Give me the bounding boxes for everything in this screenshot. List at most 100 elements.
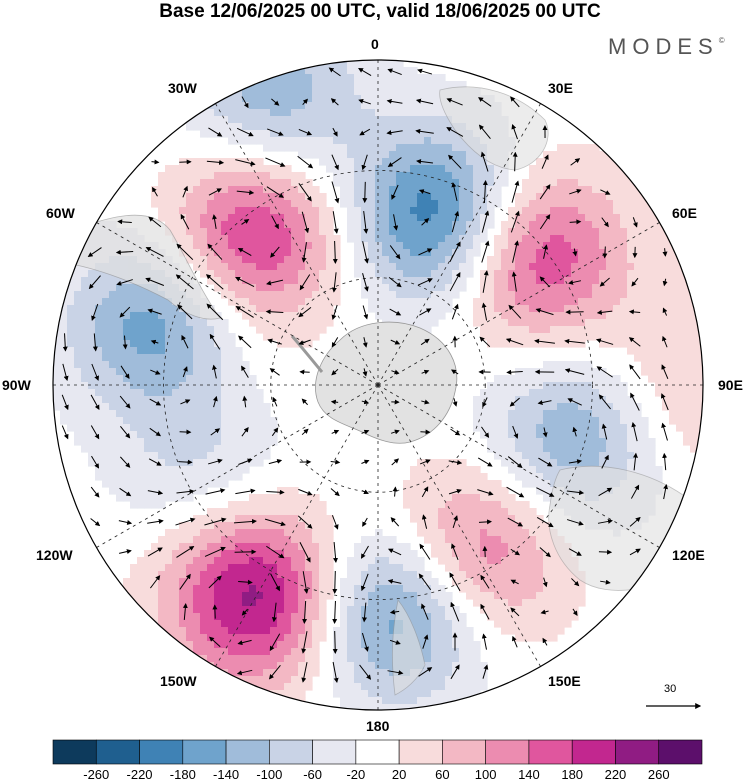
field-cell — [459, 200, 467, 208]
field-cell — [312, 641, 320, 649]
field-cell — [193, 410, 201, 418]
field-cell — [382, 613, 390, 621]
field-cell — [179, 571, 187, 579]
field-cell — [501, 326, 509, 334]
field-cell — [228, 403, 236, 411]
field-cell — [144, 410, 152, 418]
field-cell — [431, 312, 439, 320]
field-cell — [102, 375, 110, 383]
field-cell — [690, 361, 698, 369]
field-cell — [396, 578, 404, 586]
field-cell — [655, 228, 663, 236]
field-cell — [676, 340, 684, 348]
field-cell — [466, 655, 474, 663]
field-cell — [263, 200, 271, 208]
field-cell — [186, 256, 194, 264]
field-cell — [74, 417, 82, 425]
field-cell — [200, 214, 208, 222]
field-cell — [172, 452, 180, 460]
field-cell — [494, 424, 502, 432]
field-cell — [529, 235, 537, 243]
field-cell — [277, 235, 285, 243]
field-cell — [305, 578, 313, 586]
field-cell — [508, 459, 516, 467]
field-cell — [494, 375, 502, 383]
field-cell — [683, 354, 691, 362]
field-cell — [326, 298, 334, 306]
field-cell — [445, 480, 453, 488]
field-cell — [368, 277, 376, 285]
field-cell — [571, 151, 579, 159]
field-cell — [347, 221, 355, 229]
field-cell — [116, 459, 124, 467]
field-cell — [270, 529, 278, 537]
field-cell — [305, 116, 313, 124]
field-cell — [214, 200, 222, 208]
field-cell — [438, 536, 446, 544]
field-cell — [263, 613, 271, 621]
field-cell — [235, 109, 243, 117]
field-cell — [606, 284, 614, 292]
field-cell — [452, 557, 460, 565]
field-cell — [200, 550, 208, 558]
field-cell — [543, 200, 551, 208]
field-cell — [361, 655, 369, 663]
field-cell — [67, 340, 75, 348]
field-cell — [627, 179, 635, 187]
field-cell — [417, 480, 425, 488]
field-cell — [599, 431, 607, 439]
field-cell — [95, 354, 103, 362]
field-cell — [550, 270, 558, 278]
field-cell — [235, 207, 243, 215]
field-cell — [102, 403, 110, 411]
field-cell — [326, 270, 334, 278]
field-cell — [270, 144, 278, 152]
field-cell — [228, 592, 236, 600]
field-cell — [249, 214, 257, 222]
field-cell — [536, 256, 544, 264]
field-cell — [606, 410, 614, 418]
field-cell — [452, 641, 460, 649]
field-cell — [557, 403, 565, 411]
field-cell — [67, 396, 75, 404]
field-cell — [151, 438, 159, 446]
field-cell — [186, 179, 194, 187]
field-cell — [564, 410, 572, 418]
field-cell — [403, 284, 411, 292]
field-cell — [557, 585, 565, 593]
field-cell — [207, 571, 215, 579]
field-cell — [228, 389, 236, 397]
field-cell — [550, 228, 558, 236]
field-cell — [445, 620, 453, 628]
field-cell — [508, 543, 516, 551]
field-cell — [67, 277, 75, 285]
field-cell — [690, 340, 698, 348]
field-cell — [228, 585, 236, 593]
field-cell — [697, 417, 703, 425]
field-cell — [256, 676, 264, 684]
field-cell — [529, 417, 537, 425]
field-cell — [130, 417, 138, 425]
field-cell — [368, 137, 376, 145]
field-cell — [130, 466, 138, 474]
field-cell — [263, 326, 271, 334]
field-cell — [109, 361, 117, 369]
field-cell — [88, 438, 96, 446]
field-cell — [354, 543, 362, 551]
field-cell — [452, 81, 460, 89]
field-cell — [424, 571, 432, 579]
field-cell — [193, 613, 201, 621]
field-cell — [480, 312, 488, 320]
field-cell — [137, 452, 145, 460]
field-cell — [186, 347, 194, 355]
field-cell — [536, 487, 544, 495]
field-cell — [606, 221, 614, 229]
field-cell — [550, 151, 558, 159]
field-cell — [81, 396, 89, 404]
field-cell — [116, 438, 124, 446]
field-cell — [375, 207, 383, 215]
field-cell — [263, 641, 271, 649]
field-cell — [529, 459, 537, 467]
field-cell — [291, 606, 299, 614]
field-cell — [221, 158, 229, 166]
